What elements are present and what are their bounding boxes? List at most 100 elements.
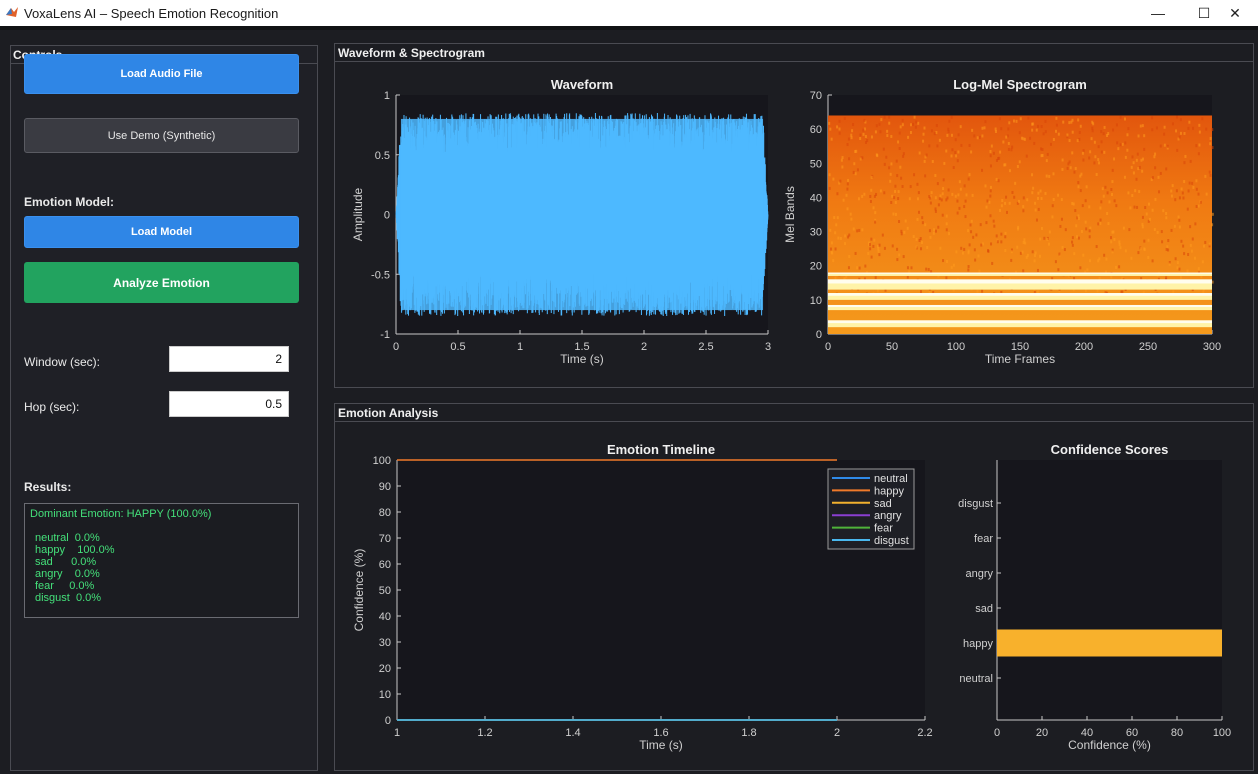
spectrogram-speck <box>836 216 839 220</box>
spectrogram-speck <box>990 242 993 246</box>
maximize-button[interactable]: ☐ <box>1197 4 1211 21</box>
spectrogram-speck <box>829 247 832 251</box>
spectrogram-speck <box>1041 153 1044 157</box>
spectrogram-speck <box>1090 137 1093 141</box>
spectrogram-speck <box>1165 247 1168 251</box>
spectrogram-speck <box>1093 161 1096 165</box>
waveform-chart: Waveform Time (s) Amplitude 0 0.5 1 1.5 2 2.5 3 -1… <box>351 77 771 366</box>
spectrogram-xtick-label: 300 <box>1203 341 1221 353</box>
spectrogram-speck <box>877 249 880 253</box>
timeline-ylabel: Confidence (%) <box>352 549 366 632</box>
spectrogram-speck <box>1191 237 1194 241</box>
spectrogram-speck <box>858 228 861 232</box>
spectrogram-speck <box>1118 265 1121 269</box>
spectrogram-speck <box>1019 251 1022 255</box>
spectrogram-speck <box>1175 129 1178 133</box>
load-model-button[interactable]: Load Model <box>24 216 299 248</box>
spectrogram-speck <box>1014 270 1017 274</box>
spectrogram-speck <box>1136 205 1139 209</box>
spectrogram-speck <box>1023 137 1026 141</box>
spectrogram-speck <box>1111 248 1114 252</box>
spectrogram-speck <box>1098 161 1101 165</box>
spectrogram-speck <box>1033 254 1036 258</box>
spectrogram-speck <box>1004 248 1007 252</box>
spectrogram-speck <box>835 223 838 227</box>
spectrogram-speck <box>989 185 992 189</box>
spectrogram-speck <box>859 133 862 137</box>
spectrogram-speck <box>1135 158 1138 162</box>
spectrogram-speck <box>1004 235 1007 239</box>
spectrogram-speck <box>1197 267 1200 271</box>
spectrogram-speck <box>864 134 867 138</box>
spectrogram-speck <box>1076 216 1079 220</box>
spectrogram-speck <box>1171 184 1174 188</box>
load-audio-button[interactable]: Load Audio File <box>24 54 299 94</box>
timeline-xtick-label: 1.6 <box>653 727 668 739</box>
spectrogram-speck <box>838 181 841 185</box>
spectrogram-speck <box>862 132 865 136</box>
spectrogram-speck <box>1110 188 1113 192</box>
spectrogram-speck <box>1022 196 1025 200</box>
spectrogram-speck <box>1140 158 1143 162</box>
spectrogram-speck <box>1127 191 1130 195</box>
hop-sec-input[interactable] <box>169 391 289 417</box>
spectrogram-speck <box>875 192 878 196</box>
spectrogram-speck <box>1086 268 1089 272</box>
spectrogram-speck <box>1168 261 1171 265</box>
spectrogram-speck <box>952 288 955 292</box>
spectrogram-speck <box>1195 187 1198 191</box>
spectrogram-speck <box>978 269 981 273</box>
spectrogram-speck <box>841 165 844 169</box>
spectrogram-speck <box>930 129 933 133</box>
timeline-ytick-label: 60 <box>379 559 391 571</box>
spectrogram-speck <box>1151 208 1154 212</box>
spectrogram-speck <box>930 270 933 274</box>
confidence-category-happy: happy <box>963 638 993 650</box>
spectrogram-speck <box>1104 291 1107 295</box>
wave-spec-panel-title: Waveform & Spectrogram <box>338 46 485 60</box>
spectrogram-speck <box>1141 169 1144 173</box>
use-demo-button[interactable]: Use Demo (Synthetic) <box>24 118 299 153</box>
spectrogram-speck <box>945 222 948 226</box>
spectrogram-speck <box>1170 194 1173 198</box>
results-textbox[interactable]: Dominant Emotion: HAPPY (100.0%) neutral… <box>24 503 299 618</box>
spectrogram-speck <box>1158 190 1161 194</box>
spectrogram-speck <box>1018 160 1021 164</box>
spectrogram-speck <box>1147 202 1150 206</box>
spectrogram-speck <box>1154 166 1157 170</box>
spectrogram-speck <box>977 254 980 258</box>
spectrogram-speck <box>999 208 1002 212</box>
spectrogram-speck <box>1095 172 1098 176</box>
spectrogram-speck <box>1208 242 1211 246</box>
window-sec-input[interactable] <box>169 346 289 372</box>
spectrogram-speck <box>1045 174 1048 178</box>
spectrogram-speck <box>1005 195 1008 199</box>
spectrogram-speck <box>1192 126 1195 130</box>
spectrogram-speck <box>937 225 940 229</box>
spectrogram-speck <box>861 156 864 160</box>
spectrogram-speck <box>1094 155 1097 159</box>
analyze-emotion-button[interactable]: Analyze Emotion <box>24 262 299 303</box>
spectrogram-speck <box>918 151 921 155</box>
spectrogram-speck <box>1099 221 1102 225</box>
spectrogram-speck <box>971 128 974 132</box>
spectrogram-speck <box>981 289 984 293</box>
spectrogram-speck <box>1089 150 1092 154</box>
spectrogram-speck <box>1047 242 1050 246</box>
spectrogram-speck <box>1198 123 1201 127</box>
spectrogram-speck <box>1186 207 1189 211</box>
spectrogram-speck <box>844 242 847 246</box>
minimize-button[interactable]: — <box>1151 5 1165 21</box>
close-button[interactable]: ✕ <box>1229 4 1241 21</box>
spectrogram-speck <box>1110 236 1113 240</box>
spectrogram-speck <box>875 124 878 128</box>
spectrogram-speck <box>1089 226 1092 230</box>
spectrogram-band <box>828 320 1212 328</box>
spectrogram-speck <box>1064 228 1067 232</box>
spectrogram-speck <box>1191 181 1194 185</box>
spectrogram-speck <box>1004 231 1007 235</box>
spectrogram-speck <box>1085 185 1088 189</box>
spectrogram-speck <box>1106 212 1109 216</box>
spectrogram-speck <box>876 244 879 248</box>
spectrogram-speck <box>945 228 948 232</box>
